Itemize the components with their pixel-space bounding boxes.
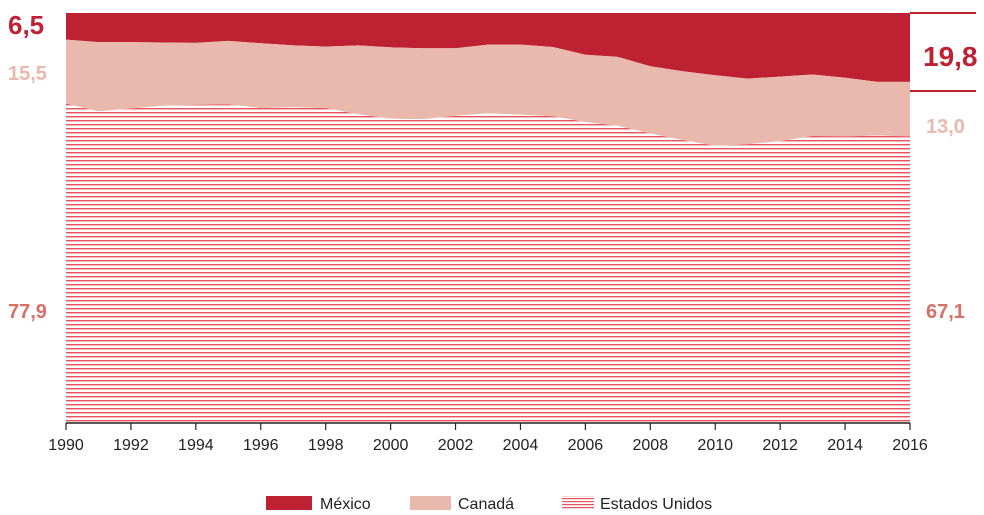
start-label-mexico: 6,5: [8, 10, 44, 40]
legend: México Canadá Estados Unidos: [266, 496, 712, 513]
x-tick-label: 2000: [373, 437, 409, 454]
legend-swatch-canada: [410, 496, 451, 510]
x-axis-ticks: 1990 1992 1994 1996 1998 2000 2002 2004 2006 2008…: [48, 423, 928, 454]
legend-label-mexico: México: [320, 496, 371, 513]
legend-swatch-usa: [562, 496, 594, 510]
start-label-usa: 77,9: [8, 301, 47, 323]
x-tick-label: 1996: [243, 437, 279, 454]
x-tick-label: 1990: [48, 437, 84, 454]
area-layers: [66, 13, 910, 423]
x-tick-label: 2014: [827, 437, 863, 454]
start-label-canada: 15,5: [8, 63, 47, 85]
area-canada: [66, 39, 910, 146]
x-tick-label: 2002: [438, 437, 474, 454]
x-tick-label: 1994: [178, 437, 214, 454]
x-tick-label: 2004: [503, 437, 539, 454]
x-tick-label: 2010: [697, 437, 733, 454]
area-mexico: [66, 13, 910, 82]
legend-label-canada: Canadá: [458, 496, 514, 513]
end-label-usa: 67,1: [926, 301, 965, 323]
x-tick-label: 1998: [308, 437, 344, 454]
legend-swatch-mexico: [266, 496, 312, 510]
x-tick-label: 2006: [568, 437, 604, 454]
end-label-mexico: 19,8: [923, 41, 978, 72]
area-usa: [66, 103, 910, 423]
end-label-canada: 13,0: [926, 116, 965, 138]
legend-label-usa: Estados Unidos: [600, 496, 712, 513]
x-tick-label: 2012: [762, 437, 798, 454]
x-tick-label: 1992: [113, 437, 149, 454]
x-tick-label: 2016: [892, 437, 928, 454]
x-tick-label: 2008: [633, 437, 669, 454]
